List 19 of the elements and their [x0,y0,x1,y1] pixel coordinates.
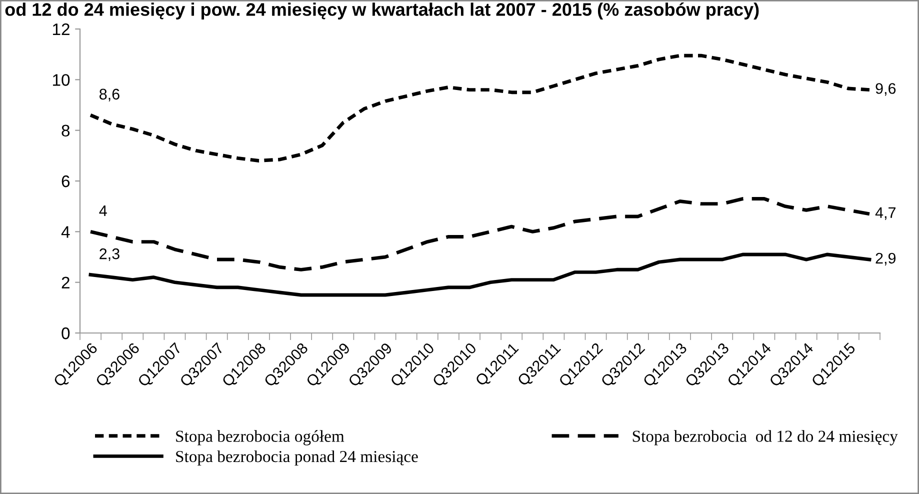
chart-title: od 12 do 24 miesięcy i pow. 24 miesięcy w kwartałach lat 2007 - 2015 (% zasobów pracy) [5,2,759,20]
y-tick-label: 10 [53,74,70,86]
y-tick-label: 0 [62,327,70,340]
data-label: 8,6 [100,88,120,102]
data-label: 9,6 [876,83,896,96]
legend-label: Stopa bezrobocia od 12 do 24 miesięcy [632,430,898,446]
data-label: 2,9 [876,252,896,266]
legend-label: Stopa bezrobocia ogółem [176,430,344,446]
data-label: 4 [99,205,107,216]
data-label: 2,3 [100,248,120,262]
y-tick-label: 8 [62,124,70,137]
y-tick-label: 12 [53,23,70,36]
y-tick-label: 4 [61,226,70,238]
line-series [88,197,872,272]
line-series [88,54,872,162]
data-label: 4,7 [875,207,896,220]
y-tick-label: 6 [62,175,70,188]
legend-label: Stopa bezrobocia ponad 24 miesiące [176,450,418,466]
y-tick-label: 2 [62,276,70,288]
